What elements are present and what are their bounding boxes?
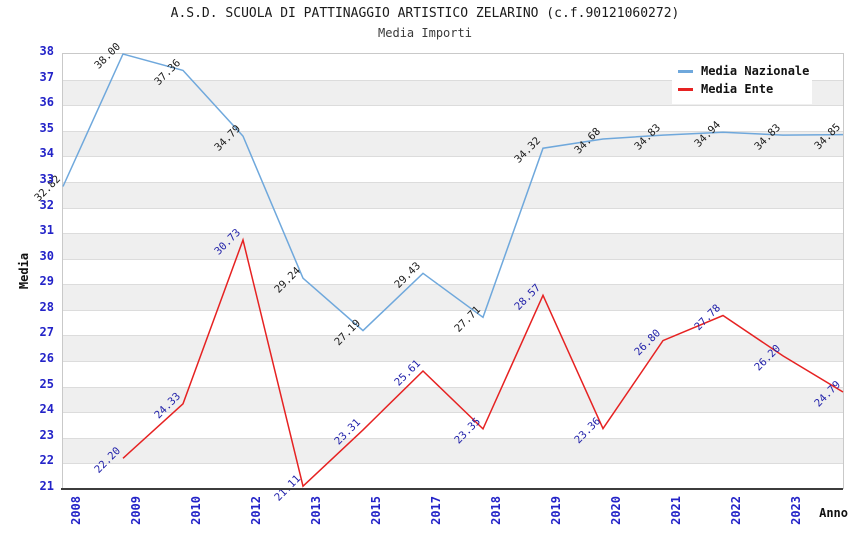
point-label: 26.20 [752,343,783,374]
point-label: 25.61 [392,358,423,389]
point-label: 23.35 [452,416,483,447]
y-tick-label: 35 [39,120,54,135]
band [63,437,843,464]
point-label: 34.79 [212,123,243,154]
gridline [63,386,843,388]
gridline [63,284,843,286]
y-tick-label: 30 [39,248,54,263]
point-label: 27.19 [332,317,363,348]
x-tick-label: 2013 [309,496,323,525]
point-label: 34.85 [812,121,843,152]
x-tick-label: 2009 [129,496,143,525]
point-label: 23.36 [572,415,603,446]
plot-area: 32.82 38.00 37.36 34.79 29.24 27.19 29.43 27.71… [32,41,844,504]
x-tick-label: 2019 [549,496,563,525]
x-tick-label: 2018 [489,496,503,525]
legend-swatch [678,69,693,73]
x-axis-title: Anno [819,506,848,520]
y-tick-label: 37 [39,69,54,84]
band [63,181,843,208]
x-tick-label: 2020 [609,496,623,525]
point-label: 27.71 [452,304,483,335]
y-tick-label: 28 [39,299,54,314]
gridline [63,156,843,158]
point-label: 38.00 [92,41,123,72]
gridline [63,181,843,183]
band [63,284,843,310]
y-tick-label: 31 [39,223,54,238]
gridline [63,437,843,439]
gridline [63,463,843,465]
point-label: 23.31 [332,417,363,448]
point-label: 34.83 [752,122,783,153]
point-label: 34.68 [572,126,603,157]
x-tick-label: 2008 [69,496,83,525]
page-subtitle: Media Importi [378,26,472,40]
y-tick-label: 27 [39,325,54,340]
gridline [63,335,843,337]
legend-item-media-ente: Media Ente [678,80,804,98]
point-label: 24.33 [152,390,183,421]
y-tick-label: 26 [39,351,54,366]
gridline [63,79,843,81]
y-axis-title: Media [17,252,31,290]
chart-canvas: 32.8238.0037.3634.7929.2427.1929.4327.71… [32,41,844,504]
legend-item-media-nazionale: Media Nazionale [678,62,809,80]
x-tick-label: 2015 [369,496,383,525]
legend-label: Media Nazionale [701,64,810,78]
x-tick-label: 2023 [789,496,803,525]
point-label: 37.36 [152,57,183,88]
gridline [63,309,843,311]
x-tick-label: 2012 [249,496,263,525]
y-tick-label: 21 [39,479,54,493]
x-axis-line [61,488,843,490]
y-tick-label: 33 [39,171,54,186]
series-line-media-ente [122,237,844,488]
band [63,335,843,362]
gridline [63,233,843,235]
band [63,233,843,259]
gridline [63,207,843,209]
point-label: 22.20 [92,445,123,476]
point-label: 28.57 [512,282,543,313]
y-tick-label: 24 [39,402,54,417]
gridline [63,412,843,414]
gridline [63,130,843,132]
y-tick-label: 32 [39,197,54,212]
x-tick-label: 2010 [189,496,203,525]
legend-label: Media Ente [701,82,774,96]
point-label: 29.24 [272,265,303,296]
x-tick-label: 2021 [669,496,683,525]
page-title: A.S.D. SCUOLA DI PATTINAGGIO ARTISTICO Z… [170,6,680,21]
point-label: 29.43 [392,260,423,291]
legend-swatch [678,87,693,91]
y-tick-label: 25 [39,376,54,391]
y-tick-label: 22 [39,453,54,468]
point-label: 34.94 [692,119,723,150]
y-tick-label: 34 [39,146,54,161]
x-tick-label: 2017 [429,496,443,525]
y-tick-label: 36 [39,95,54,110]
y-tick-label: 38 [39,44,54,58]
series-line-media-nazionale [62,53,844,332]
x-tick-label: 2022 [729,496,743,525]
y-tick-label: 23 [39,427,54,442]
band [63,130,843,157]
y-tick-label: 29 [39,274,54,289]
legend: Media Nazionale Media Ente [672,56,812,104]
gridline [63,361,843,363]
gridline [63,105,843,107]
point-label: 26.80 [632,327,663,358]
gridline [63,258,843,260]
